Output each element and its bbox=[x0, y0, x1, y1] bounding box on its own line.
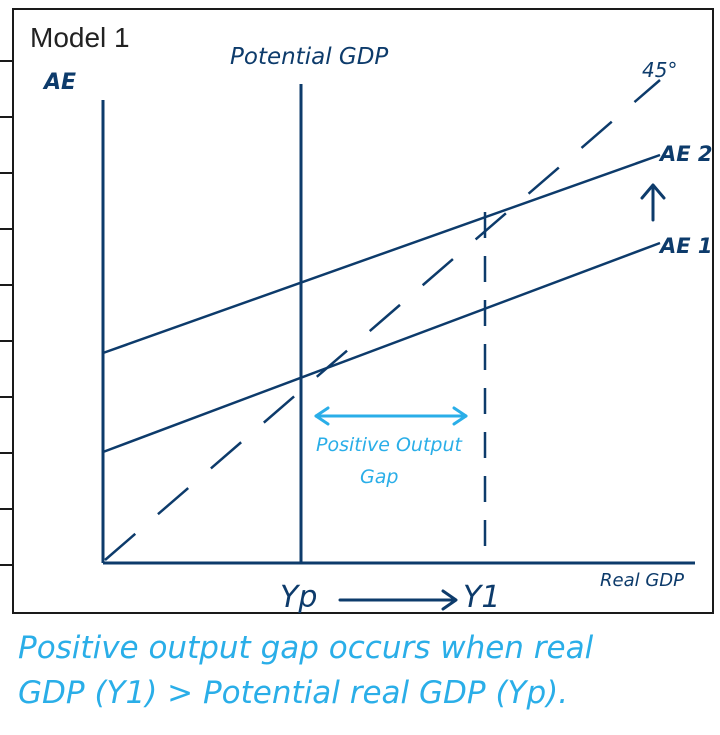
yp-label: Yp bbox=[280, 580, 318, 615]
potential-gdp-label: Potential GDP bbox=[230, 44, 389, 70]
y1-label: Y1 bbox=[463, 580, 501, 615]
tick-mark bbox=[0, 284, 12, 286]
note-line-1: Positive output gap occurs when real bbox=[18, 630, 594, 666]
tick-mark bbox=[0, 228, 12, 230]
tick-mark bbox=[0, 508, 12, 510]
y-axis-label: AE bbox=[44, 70, 77, 95]
ae1-line bbox=[102, 241, 661, 454]
right-arrow-icon bbox=[338, 589, 458, 611]
tick-mark bbox=[0, 116, 12, 118]
diagram-frame bbox=[12, 8, 714, 614]
x-axis-label: Real GDP bbox=[600, 570, 684, 591]
tick-mark bbox=[0, 340, 12, 342]
ae2-line bbox=[102, 153, 661, 355]
note-line-2: GDP (Y1) > Potential real GDP (Yp). bbox=[18, 675, 569, 711]
45-degree-line bbox=[104, 79, 661, 561]
tick-mark bbox=[0, 452, 12, 454]
gap-double-arrow-icon bbox=[314, 406, 468, 426]
gap-label-line1: Positive Output bbox=[316, 434, 462, 456]
model-title: Model 1 bbox=[30, 22, 130, 53]
gap-label-line2: Gap bbox=[360, 466, 399, 488]
up-arrow-icon bbox=[640, 183, 666, 222]
tick-mark bbox=[0, 60, 12, 62]
ae2-label: AE 2 bbox=[660, 142, 713, 166]
45-degree-label: 45° bbox=[642, 58, 678, 82]
tick-mark bbox=[0, 396, 12, 398]
tick-mark bbox=[0, 172, 12, 174]
tick-mark bbox=[0, 564, 12, 566]
ae1-label: AE 1 bbox=[660, 234, 713, 258]
